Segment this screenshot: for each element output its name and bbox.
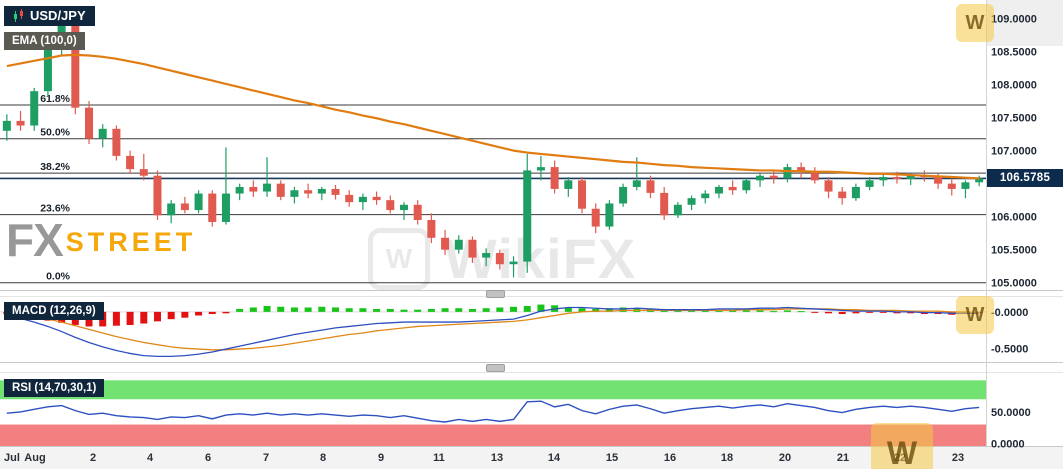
wikifx-center-watermark: W WikiFX (368, 226, 636, 291)
y-axis-label: -0.0000 (991, 307, 1028, 319)
wikifx-watermark-text: WikiFX (444, 227, 637, 290)
wikifx-logo-icon: W (368, 227, 430, 290)
fib-level-label: 0.0% (46, 271, 71, 283)
wikifx-stamp-watermark: W (956, 4, 994, 42)
fib-level-label: 23.6% (40, 203, 70, 215)
last-price-badge: 106.5785 (987, 169, 1063, 188)
fib-level-label: 61.8% (40, 93, 70, 105)
x-axis-label: 13 (491, 452, 503, 464)
fib-level-label: 50.0% (40, 127, 70, 139)
x-axis-label: 14 (548, 452, 561, 464)
y-axis-label: 105.0000 (991, 278, 1037, 290)
macd-indicator-label: MACD (12,26,9) (12, 305, 96, 317)
fxstreet-logo-fx: FX (6, 214, 64, 266)
time-axis[interactable]: JulAug24678911131415161820212223 (4, 452, 964, 464)
macd-signal-line (6, 308, 980, 351)
x-axis-label: 20 (779, 452, 791, 464)
ema-indicator-label: EMA (100,0) (12, 35, 77, 47)
fxstreet-logo-street: STREET (65, 227, 197, 258)
wikifx-stamp-letter: W (965, 11, 985, 34)
x-axis-label: Jul (4, 452, 20, 464)
panel-resize-handle[interactable] (486, 364, 505, 372)
last-price-value: 106.5785 (999, 172, 1051, 185)
y-axis-label: 108.5000 (991, 47, 1037, 59)
macd-line (6, 306, 980, 358)
x-axis-label: 2 (90, 452, 96, 464)
x-axis-label: 8 (320, 452, 326, 464)
x-axis-label: 21 (837, 452, 849, 464)
x-axis-label: 16 (664, 452, 676, 464)
rsi-indicator-label: RSI (14,70,30,1) (12, 382, 97, 394)
price-axis[interactable]: 109.0000 108.5000 108.0000 107.5000 107.0000… (991, 14, 1037, 451)
macd-indicator-badge[interactable]: MACD (12,26,9) (4, 302, 104, 320)
x-axis-label: 11 (433, 452, 445, 464)
fib-level-label: 38.2% (40, 161, 70, 173)
y-axis-label: 107.0000 (991, 146, 1037, 158)
y-axis-label: 0.0000 (991, 438, 1025, 450)
x-axis-label: 23 (952, 452, 964, 464)
symbol-label: USD/JPY (30, 8, 86, 23)
x-axis-label: 15 (606, 452, 618, 464)
y-axis-label: 50.0000 (991, 407, 1031, 419)
symbol-badge[interactable]: USD/JPY (4, 6, 95, 26)
x-axis-label: 9 (378, 452, 384, 464)
candlestick-icon (14, 9, 23, 22)
y-axis-label: 106.0000 (991, 212, 1037, 224)
ema-line (6, 53, 980, 180)
panel-resize-handle[interactable] (486, 290, 505, 298)
y-axis-label: 108.0000 (991, 80, 1037, 92)
wikifx-stamp-letter: W (965, 303, 985, 326)
y-axis-label: -0.5000 (991, 343, 1028, 355)
x-axis-label: 7 (263, 452, 269, 464)
y-axis-label: 107.5000 (991, 113, 1037, 125)
ema-indicator-badge[interactable]: EMA (100,0) (4, 32, 85, 50)
y-axis-label: 105.5000 (991, 245, 1037, 257)
x-axis-label: 4 (147, 452, 154, 464)
y-axis-label: 109.0000 (991, 14, 1037, 26)
rsi-threshold-bands (0, 380, 986, 446)
fibonacci-levels[interactable]: 61.8% 50.0% 38.2% 23.6% 0.0% (0, 93, 986, 284)
wikifx-stamp-watermark: W (956, 296, 994, 334)
wikifx-stamp-watermark: W (871, 423, 933, 469)
x-axis-label: 18 (721, 452, 733, 464)
x-axis-label: 6 (205, 452, 211, 464)
fxstreet-logo-watermark: FX STREET (6, 214, 197, 266)
rsi-indicator-badge[interactable]: RSI (14,70,30,1) (4, 379, 105, 397)
wikifx-stamp-letter: W (886, 434, 918, 469)
x-axis-label: Aug (24, 452, 45, 464)
rsi-line (6, 400, 980, 423)
macd-histogram (3, 304, 983, 327)
